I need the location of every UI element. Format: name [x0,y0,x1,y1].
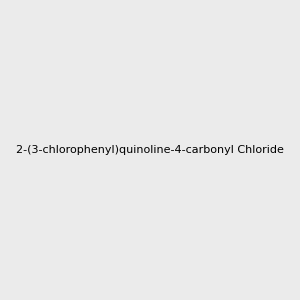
Text: 2-(3-chlorophenyl)quinoline-4-carbonyl Chloride: 2-(3-chlorophenyl)quinoline-4-carbonyl C… [16,145,284,155]
